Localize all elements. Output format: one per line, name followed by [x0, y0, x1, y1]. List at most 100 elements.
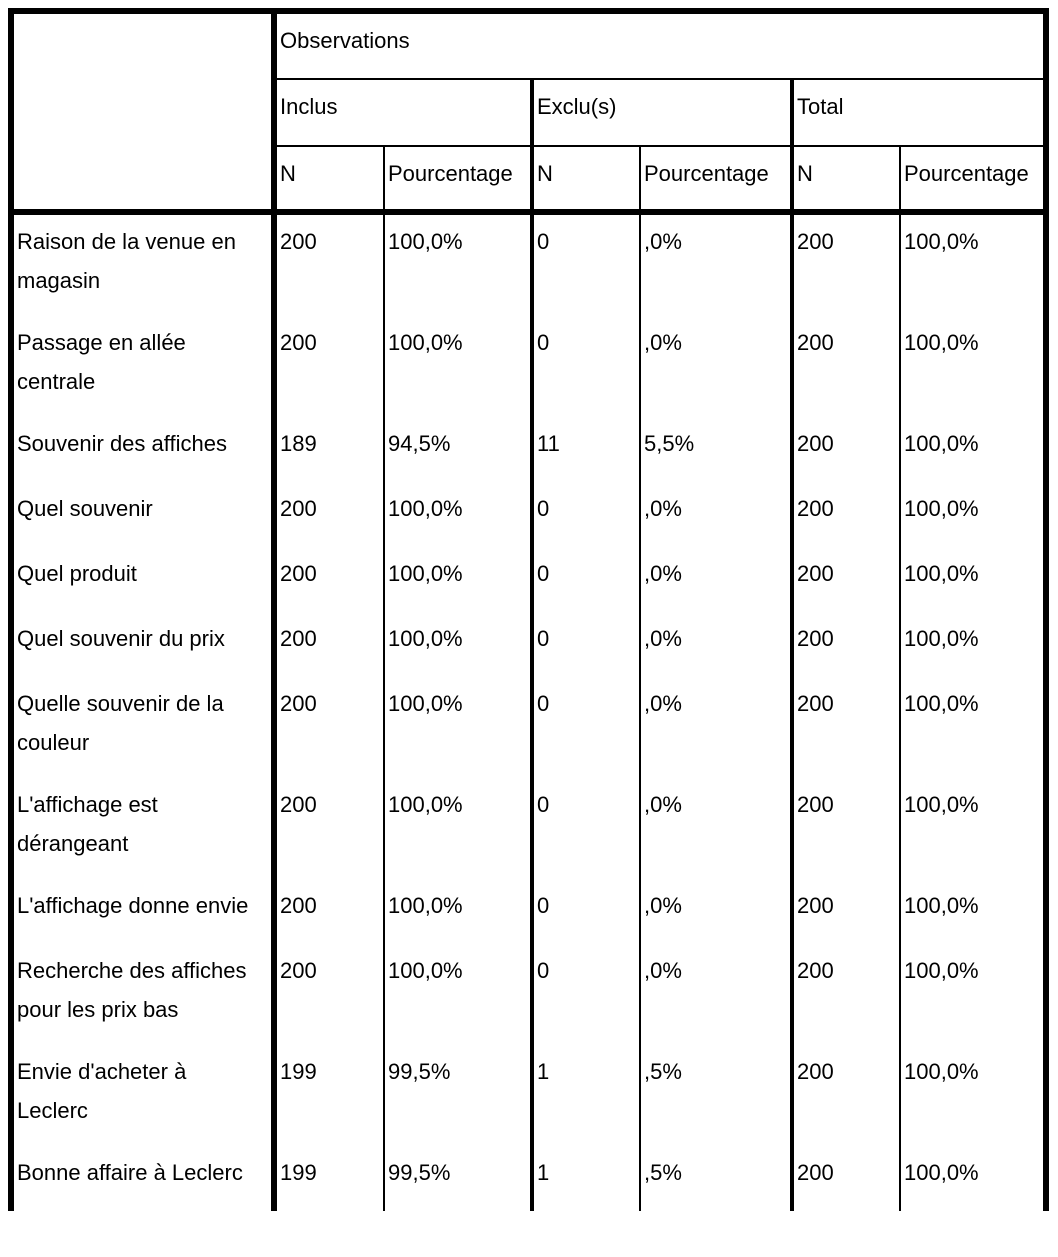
- cell-exclu-n: 0: [532, 482, 641, 547]
- group-header-inclus: Inclus: [274, 79, 534, 147]
- cell-total-pct: 100,0%: [900, 944, 1050, 1045]
- cell-inclus-n: 200: [274, 612, 385, 677]
- cell-exclu-n: 0: [532, 677, 641, 778]
- cell-total-n: 200: [792, 212, 901, 316]
- cell-inclus-pct: 99,5%: [384, 1045, 534, 1146]
- cell-inclus-n: 189: [274, 417, 385, 482]
- cell-total-n: 200: [792, 1045, 901, 1146]
- table-header: Observations Inclus Exclu(s) Total N Pou…: [8, 8, 1050, 215]
- col-header-exclu-n: N: [532, 146, 641, 215]
- cell-inclus-n: 200: [274, 547, 385, 612]
- row-label: Quel produit: [8, 547, 277, 612]
- table-row: Raison de la venue en magasin 200 100,0%…: [8, 212, 1050, 316]
- cell-exclu-n: 0: [532, 547, 641, 612]
- observations-header: Observations: [274, 8, 1050, 80]
- row-label: Passage en allée centrale: [8, 316, 277, 417]
- cell-inclus-pct: 99,5%: [384, 1146, 534, 1211]
- row-label: L'affichage est dérangeant: [8, 778, 277, 879]
- cell-total-n: 200: [792, 944, 901, 1045]
- cell-inclus-pct: 100,0%: [384, 879, 534, 944]
- cell-total-n: 200: [792, 417, 901, 482]
- cell-exclu-n: 0: [532, 944, 641, 1045]
- cell-inclus-pct: 94,5%: [384, 417, 534, 482]
- cell-total-n: 200: [792, 677, 901, 778]
- col-header-inclus-n: N: [274, 146, 385, 215]
- col-header-inclus-pct: Pourcentage: [384, 146, 534, 215]
- cell-inclus-n: 200: [274, 316, 385, 417]
- table-row: Recherche des affiches pour les prix bas…: [8, 944, 1050, 1045]
- cell-total-pct: 100,0%: [900, 677, 1050, 778]
- cell-exclu-n: 1: [532, 1146, 641, 1211]
- cell-exclu-pct: ,0%: [640, 547, 794, 612]
- col-header-total-n: N: [792, 146, 901, 215]
- cell-exclu-pct: ,0%: [640, 612, 794, 677]
- row-label: Quel souvenir du prix: [8, 612, 277, 677]
- corner-cell: [8, 8, 277, 215]
- table-row: Souvenir des affiches 189 94,5% 11 5,5% …: [8, 417, 1050, 482]
- cell-exclu-n: 1: [532, 1045, 641, 1146]
- table-row: L'affichage donne envie 200 100,0% 0 ,0%…: [8, 879, 1050, 944]
- cell-exclu-n: 0: [532, 778, 641, 879]
- cell-inclus-pct: 100,0%: [384, 547, 534, 612]
- cell-exclu-pct: ,0%: [640, 677, 794, 778]
- cell-inclus-pct: 100,0%: [384, 212, 534, 316]
- cell-exclu-pct: ,0%: [640, 778, 794, 879]
- cell-total-pct: 100,0%: [900, 316, 1050, 417]
- cell-total-pct: 100,0%: [900, 879, 1050, 944]
- cell-total-n: 200: [792, 879, 901, 944]
- cell-exclu-pct: ,0%: [640, 944, 794, 1045]
- cell-exclu-pct: ,5%: [640, 1045, 794, 1146]
- table-row: Quelle souvenir de la couleur 200 100,0%…: [8, 677, 1050, 778]
- table-row: Passage en allée centrale 200 100,0% 0 ,…: [8, 316, 1050, 417]
- cell-total-pct: 100,0%: [900, 212, 1050, 316]
- cell-total-n: 200: [792, 612, 901, 677]
- cell-inclus-n: 200: [274, 482, 385, 547]
- cell-inclus-n: 199: [274, 1146, 385, 1211]
- cell-inclus-pct: 100,0%: [384, 944, 534, 1045]
- cell-total-pct: 100,0%: [900, 778, 1050, 879]
- cell-exclu-pct: 5,5%: [640, 417, 794, 482]
- cell-inclus-pct: 100,0%: [384, 778, 534, 879]
- cell-inclus-n: 199: [274, 1045, 385, 1146]
- cell-total-pct: 100,0%: [900, 482, 1050, 547]
- cell-total-pct: 100,0%: [900, 1146, 1050, 1211]
- col-header-exclu-pct: Pourcentage: [640, 146, 794, 215]
- cell-exclu-pct: ,0%: [640, 316, 794, 417]
- col-header-total-pct: Pourcentage: [900, 146, 1050, 215]
- cell-inclus-n: 200: [274, 879, 385, 944]
- cell-exclu-n: 0: [532, 212, 641, 316]
- cell-total-n: 200: [792, 1146, 901, 1211]
- cell-exclu-pct: ,0%: [640, 212, 794, 316]
- table-row: Envie d'acheter à Leclerc 199 99,5% 1 ,5…: [8, 1045, 1050, 1146]
- table-row: Quel souvenir 200 100,0% 0 ,0% 200 100,0…: [8, 482, 1050, 547]
- cell-exclu-pct: ,0%: [640, 879, 794, 944]
- cell-inclus-n: 200: [274, 778, 385, 879]
- cell-inclus-pct: 100,0%: [384, 612, 534, 677]
- cell-total-pct: 100,0%: [900, 612, 1050, 677]
- cell-exclu-n: 0: [532, 879, 641, 944]
- row-label: Bonne affaire à Leclerc: [8, 1146, 277, 1211]
- cell-inclus-pct: 100,0%: [384, 482, 534, 547]
- row-label: Recherche des affiches pour les prix bas: [8, 944, 277, 1045]
- group-header-exclu: Exclu(s): [532, 79, 794, 147]
- cell-inclus-n: 200: [274, 212, 385, 316]
- cell-total-n: 200: [792, 316, 901, 417]
- cell-exclu-n: 0: [532, 612, 641, 677]
- row-label: Raison de la venue en magasin: [8, 212, 277, 316]
- cell-total-n: 200: [792, 547, 901, 612]
- case-processing-table: Observations Inclus Exclu(s) Total N Pou…: [8, 8, 1050, 1211]
- cell-inclus-pct: 100,0%: [384, 316, 534, 417]
- row-label: Quel souvenir: [8, 482, 277, 547]
- cell-inclus-pct: 100,0%: [384, 677, 534, 778]
- cell-total-pct: 100,0%: [900, 417, 1050, 482]
- cell-inclus-n: 200: [274, 944, 385, 1045]
- row-label: Quelle souvenir de la couleur: [8, 677, 277, 778]
- cell-exclu-n: 11: [532, 417, 641, 482]
- cell-total-n: 200: [792, 778, 901, 879]
- row-label: Envie d'acheter à Leclerc: [8, 1045, 277, 1146]
- cell-total-pct: 100,0%: [900, 547, 1050, 612]
- table-row: Quel produit 200 100,0% 0 ,0% 200 100,0%: [8, 547, 1050, 612]
- row-label: Souvenir des affiches: [8, 417, 277, 482]
- cell-inclus-n: 200: [274, 677, 385, 778]
- cell-total-pct: 100,0%: [900, 1045, 1050, 1146]
